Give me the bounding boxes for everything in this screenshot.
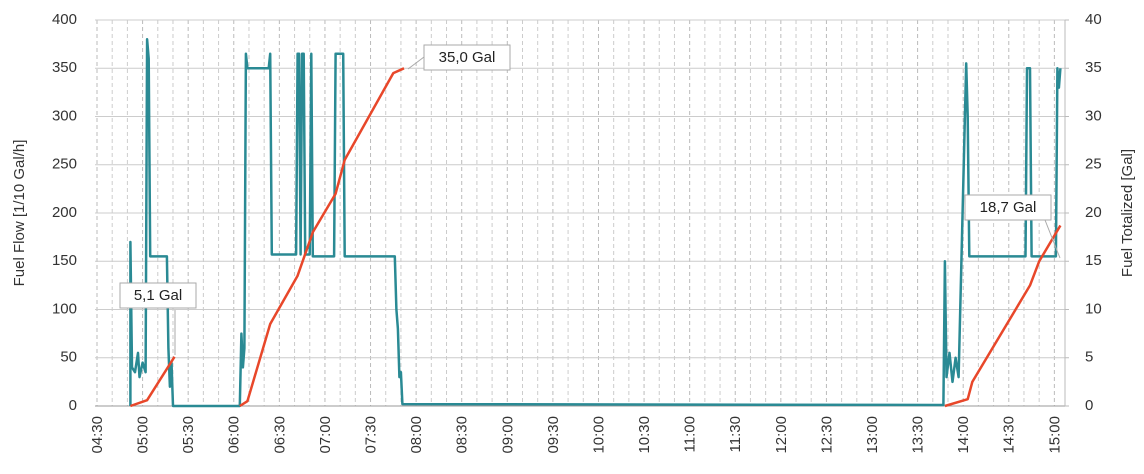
x-tick-label: 08:30 xyxy=(454,416,471,454)
y2-tick-label: 35 xyxy=(1085,59,1102,76)
y-tick-label: 0 xyxy=(69,397,77,414)
x-tick-label: 11:00 xyxy=(682,416,699,452)
x-tick-label: 15:00 xyxy=(1046,416,1063,454)
y-tick-label: 250 xyxy=(52,156,77,173)
annotation-box xyxy=(964,194,1052,221)
x-tick-label: 08:00 xyxy=(408,416,425,454)
x-tick-label: 13:00 xyxy=(864,416,881,454)
series-line xyxy=(129,38,1062,408)
y-tick-label: 200 xyxy=(52,204,77,221)
x-tick-label: 05:00 xyxy=(135,416,152,454)
x-tick-label: 07:00 xyxy=(317,416,334,454)
y2-tick-label: 20 xyxy=(1085,204,1102,221)
y-axis-label: Fuel Flow [1/10 Gal/h] xyxy=(11,140,28,287)
y2-tick-label: 5 xyxy=(1085,349,1093,366)
annotation: 18,7 Gal xyxy=(980,199,1037,216)
x-tick-label: 09:00 xyxy=(499,416,516,454)
annotation: 35,0 Gal xyxy=(439,49,496,66)
x-tick-label: 06:00 xyxy=(226,416,243,454)
x-tick-label: 07:30 xyxy=(363,416,380,454)
y-tick-label: 150 xyxy=(52,252,77,269)
x-tick-label: 10:00 xyxy=(590,416,607,454)
annotation: 5,1 Gal xyxy=(134,287,182,304)
y-tick-label: 50 xyxy=(60,349,77,366)
x-tick-label: 06:30 xyxy=(271,416,288,454)
y-tick-label: 100 xyxy=(52,300,77,317)
annotation-box xyxy=(119,282,197,309)
y-tick-label: 400 xyxy=(52,11,77,28)
y-tick-label: 350 xyxy=(52,59,77,76)
y2-tick-label: 10 xyxy=(1085,300,1102,317)
annotation-leader xyxy=(1044,219,1061,259)
x-tick-label: 12:30 xyxy=(818,416,835,454)
x-tick-label: 14:30 xyxy=(1001,416,1018,454)
y-tick-label: 300 xyxy=(52,107,77,124)
x-tick-label: 12:00 xyxy=(773,416,790,454)
x-tick-label: 09:30 xyxy=(545,416,562,454)
annotation-leader xyxy=(407,56,425,70)
y2-tick-label: 30 xyxy=(1085,107,1102,124)
x-tick-label: 13:30 xyxy=(910,416,927,454)
y2-tick-label: 25 xyxy=(1085,156,1102,173)
x-tick-label: 11:30 xyxy=(727,416,744,452)
x-tick-label: 05:30 xyxy=(180,416,197,454)
x-tick-label: 14:00 xyxy=(955,416,972,454)
x-tick-label: 10:30 xyxy=(636,416,653,454)
y2-tick-label: 15 xyxy=(1085,252,1102,269)
y2-tick-label: 0 xyxy=(1085,397,1093,414)
y2-tick-label: 40 xyxy=(1085,11,1102,28)
y2-axis-label: Fuel Totalized [Gal] xyxy=(1119,149,1136,277)
annotation-box xyxy=(423,44,511,71)
x-tick-label: 04:30 xyxy=(89,416,106,454)
series-line xyxy=(129,67,1062,408)
